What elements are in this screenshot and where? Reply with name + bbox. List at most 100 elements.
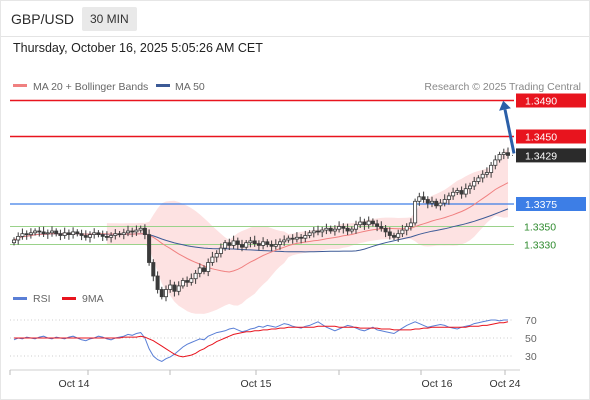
ma20-line [13, 182, 509, 273]
candle-body [33, 230, 38, 234]
legend-rsi-label: RSI [33, 293, 51, 305]
candle-body [58, 233, 63, 236]
candle-body [244, 242, 249, 248]
candle-body [501, 152, 506, 155]
candle-body [214, 253, 219, 258]
candle-body [362, 221, 367, 226]
candle-body [455, 190, 460, 193]
candle-body [379, 226, 384, 229]
candle-body [50, 230, 55, 234]
candle-body [315, 230, 320, 233]
price-label-box [516, 197, 586, 211]
forecast-arrow-head [499, 100, 511, 111]
candles-layer [11, 147, 510, 302]
candle-body [269, 244, 274, 247]
rsi-tick-30: 30 [525, 351, 537, 363]
candle-body [41, 231, 46, 235]
candle-body [151, 262, 156, 277]
candle-body [248, 240, 253, 244]
candle-body [425, 199, 430, 204]
bollinger-band-layer [106, 148, 509, 314]
candle-body [505, 152, 510, 156]
candle-body [201, 267, 206, 272]
legend-rsi-swatch [13, 297, 27, 300]
candle-body [180, 280, 185, 287]
candle-body [130, 230, 135, 233]
candle-body [235, 240, 240, 245]
candle-body [210, 256, 215, 263]
candle-body [451, 191, 456, 197]
candle-body [383, 227, 388, 233]
candle-body [113, 233, 118, 236]
candle-body [299, 236, 304, 239]
candle-body [413, 200, 418, 224]
candle-body [489, 164, 494, 173]
candle-body [463, 188, 468, 195]
header-divider [0, 36, 590, 37]
candle-body [134, 229, 139, 233]
candle-body [142, 227, 147, 236]
candle-body [185, 280, 190, 283]
candle-body [459, 190, 464, 195]
candle-body [417, 196, 422, 202]
candle-body [404, 226, 409, 231]
candle-body [197, 267, 202, 274]
candle-body [442, 199, 447, 204]
candle-body [472, 181, 477, 187]
price-label-1.3429: 1.3429 [525, 150, 557, 162]
x-tick-label-oct-16: Oct 16 [422, 378, 453, 390]
candle-body [366, 220, 371, 226]
candle-body [307, 232, 312, 236]
copyright-text: Research © 2025 Trading Central [424, 81, 581, 93]
candle-body [79, 233, 84, 236]
candle-body [324, 227, 329, 231]
candle-body [100, 234, 105, 237]
candle-body [370, 220, 375, 225]
datetime-label: Thursday, October 16, 2025 5:05:26 AM CE… [13, 41, 263, 55]
candle-body [421, 196, 426, 200]
candle-body [92, 232, 97, 236]
candle-body [446, 195, 451, 200]
price-label-box [516, 93, 586, 108]
candle-body [223, 242, 228, 249]
candle-body [337, 226, 342, 230]
candle-body [467, 185, 472, 190]
candle-body [328, 227, 333, 232]
rsi-tick-50: 50 [525, 333, 537, 345]
candle-body [96, 232, 101, 236]
candle-body [16, 235, 21, 241]
x-axis: Oct 14 Oct 15 Oct 16 Oct 24 [9, 369, 521, 390]
candle-body [28, 232, 33, 236]
candle-body [476, 177, 481, 182]
candle-body [290, 237, 295, 240]
timeframe-badge[interactable]: 30 MIN [82, 7, 137, 31]
candle-body [88, 234, 93, 238]
instrument-title: GBP/USD [11, 11, 75, 27]
candle-body [345, 227, 350, 232]
candle-body [71, 231, 76, 235]
bollinger-band [106, 148, 509, 314]
forecast-arrow-layer [499, 100, 516, 154]
rsi-lines [13, 319, 509, 362]
candle-body [353, 224, 358, 230]
legend-ma20-label: MA 20 + Bollinger Bands [33, 81, 148, 93]
candle-body [303, 235, 308, 239]
candle-body [104, 235, 109, 238]
candle-body [400, 229, 405, 235]
price-label-box [516, 129, 586, 144]
candle-body [277, 241, 282, 245]
candle-body [438, 202, 443, 207]
candle-body [434, 200, 439, 207]
candle-body [231, 240, 236, 246]
candle-body [62, 232, 67, 236]
candle-body [172, 284, 177, 292]
legend-ma20-swatch [13, 84, 27, 87]
candle-body [480, 173, 485, 179]
candle-body [83, 235, 88, 238]
candle-body [20, 233, 25, 237]
candle-body [159, 289, 164, 298]
candle-body [375, 223, 380, 227]
candle-body [147, 234, 152, 263]
price-label-1.3350: 1.3350 [524, 222, 556, 234]
